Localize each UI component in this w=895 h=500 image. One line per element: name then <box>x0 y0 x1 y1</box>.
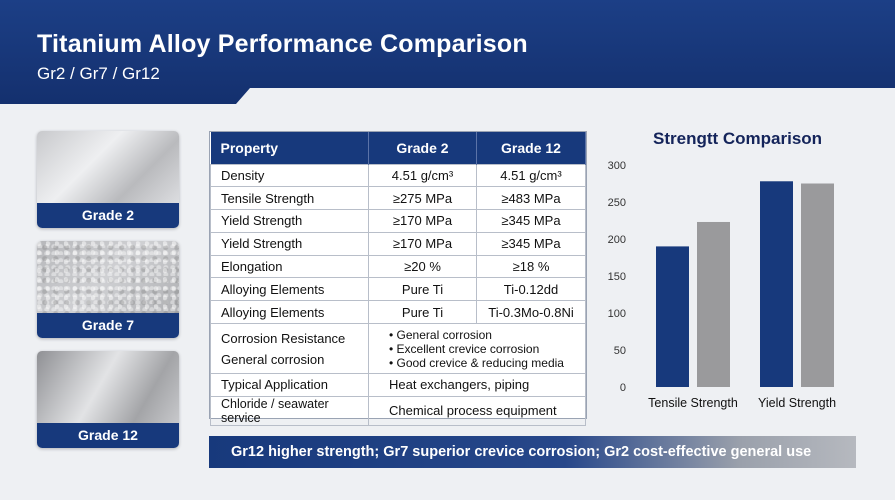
cell-grade-12: Ti-0.12dd <box>476 277 586 302</box>
bullet-item: Excellent crevice corrosion <box>389 342 585 356</box>
cell-grade-12: ≥345 MPa <box>476 209 586 233</box>
cell-property: Typical Application <box>210 373 369 397</box>
cell-grade-12: ≥483 MPa <box>476 186 586 211</box>
header-property: Property <box>210 132 369 164</box>
bullet-item: Good crevice & reducing media <box>389 356 585 370</box>
table-row: Typical Application Heat exchangers, pip… <box>210 373 586 397</box>
table-row: Tensile Strength ≥275 MPa ≥483 MPa <box>210 186 586 211</box>
speckled-metal-image <box>37 241 179 313</box>
cell-grade-12: ≥345 MPa <box>476 231 586 256</box>
bar <box>801 183 834 387</box>
y-tick-label: 50 <box>614 345 626 357</box>
corrosion-property-line: General corrosion <box>221 351 325 367</box>
table-row: Alloying Elements Pure Ti Ti-0.3Mo-0.8Ni <box>210 300 586 325</box>
page-title: Titanium Alloy Performance Comparison <box>37 30 528 58</box>
summary-text: Gr12 higher strength; Gr7 superior crevi… <box>231 444 812 460</box>
table-row: Elongation ≥20 % ≥18 % <box>210 254 586 279</box>
y-tick-label: 100 <box>608 308 626 320</box>
corrosion-property-line: Corrosion Resistance <box>221 330 346 346</box>
cell-grade-2: ≥275 MPa <box>368 186 477 211</box>
header-banner <box>0 0 895 104</box>
table-row: Density 4.51 g/cm³ 4.51 g/cm³ <box>210 163 586 188</box>
cell-grade-2: ≥170 MPa <box>368 231 477 256</box>
summary-banner: Gr12 higher strength; Gr7 superior crevi… <box>209 436 856 468</box>
table-row: Chloride / seawater service Chemical pro… <box>210 395 586 426</box>
y-tick-label: 200 <box>608 234 626 246</box>
cell-property: Alloying Elements <box>210 300 369 325</box>
header-diagonal-edge <box>0 88 895 106</box>
table-row: Yield Strength ≥170 MPa ≥345 MPa <box>210 209 586 233</box>
cell-corrosion-property: Corrosion Resistance General corrosion <box>210 323 369 375</box>
property-table: Property Grade 2 Grade 12 Density 4.51 g… <box>209 131 587 426</box>
card-label: Grade 2 <box>37 203 179 228</box>
header-grade-12: Grade 12 <box>476 132 586 164</box>
bar <box>760 181 793 387</box>
chart-title: Strengtt Comparison <box>653 129 823 148</box>
cell-grade-2: 4.51 g/cm³ <box>368 163 477 188</box>
polished-metal-image <box>37 351 179 423</box>
cell-property: Density <box>210 163 369 188</box>
cell-property: Elongation <box>210 254 369 279</box>
cell-grade-2: ≥170 MPa <box>368 209 477 233</box>
table-row: Alloying Elements Pure Ti Ti-0.12dd <box>210 277 586 302</box>
header-grade-2: Grade 2 <box>368 132 477 164</box>
cell-application: Heat exchangers, piping <box>368 373 586 397</box>
card-grade-2: Grade 2 <box>37 131 179 228</box>
cell-property: Yield Strength <box>210 231 369 256</box>
cell-property: Alloying Elements <box>210 277 369 302</box>
table-row-corrosion: Corrosion Resistance General corrosion G… <box>210 323 586 375</box>
y-tick-label: 0 <box>620 382 626 394</box>
x-category-label: Tensile Strength <box>648 396 738 410</box>
y-tick-label: 150 <box>608 271 626 283</box>
cell-grade-12: ≥18 % <box>476 254 586 279</box>
table-header-row: Property Grade 2 Grade 12 <box>210 132 586 164</box>
brushed-metal-image <box>37 131 179 203</box>
x-category-label: Yield Strength <box>758 396 836 410</box>
cell-grade-2: Pure Ti <box>368 277 477 302</box>
card-label: Grade 7 <box>37 313 179 338</box>
cell-application: Chemical process equipment <box>368 395 586 426</box>
cell-property: Yield Strength <box>210 209 369 233</box>
cell-property: Tensile Strength <box>210 186 369 211</box>
cell-corrosion-bullets: General corrosion Excellent crevice corr… <box>368 323 586 375</box>
cell-grade-12: Ti-0.3Mo-0.8Ni <box>476 300 586 325</box>
cell-grade-2: Pure Ti <box>368 300 477 325</box>
cell-property: Chloride / seawater service <box>210 395 369 426</box>
strength-bar-chart: 0 50 100 150 200 250 300 Tensile Strength Yield … <box>608 160 836 410</box>
card-grade-12: Grade 12 <box>37 351 179 448</box>
page-subtitle: Gr2 / Gr7 / Gr12 <box>37 64 160 83</box>
bullet-item: General corrosion <box>389 328 585 342</box>
bar <box>697 221 730 387</box>
cell-grade-12: 4.51 g/cm³ <box>476 163 586 188</box>
card-label: Grade 12 <box>37 423 179 448</box>
table-row: Yield Strength ≥170 MPa ≥345 MPa <box>210 231 586 256</box>
cell-grade-2: ≥20 % <box>368 254 477 279</box>
bar <box>656 246 689 387</box>
y-tick-label: 250 <box>608 197 626 209</box>
card-grade-7: Grade 7 <box>37 241 179 338</box>
y-tick-label: 300 <box>608 160 626 172</box>
